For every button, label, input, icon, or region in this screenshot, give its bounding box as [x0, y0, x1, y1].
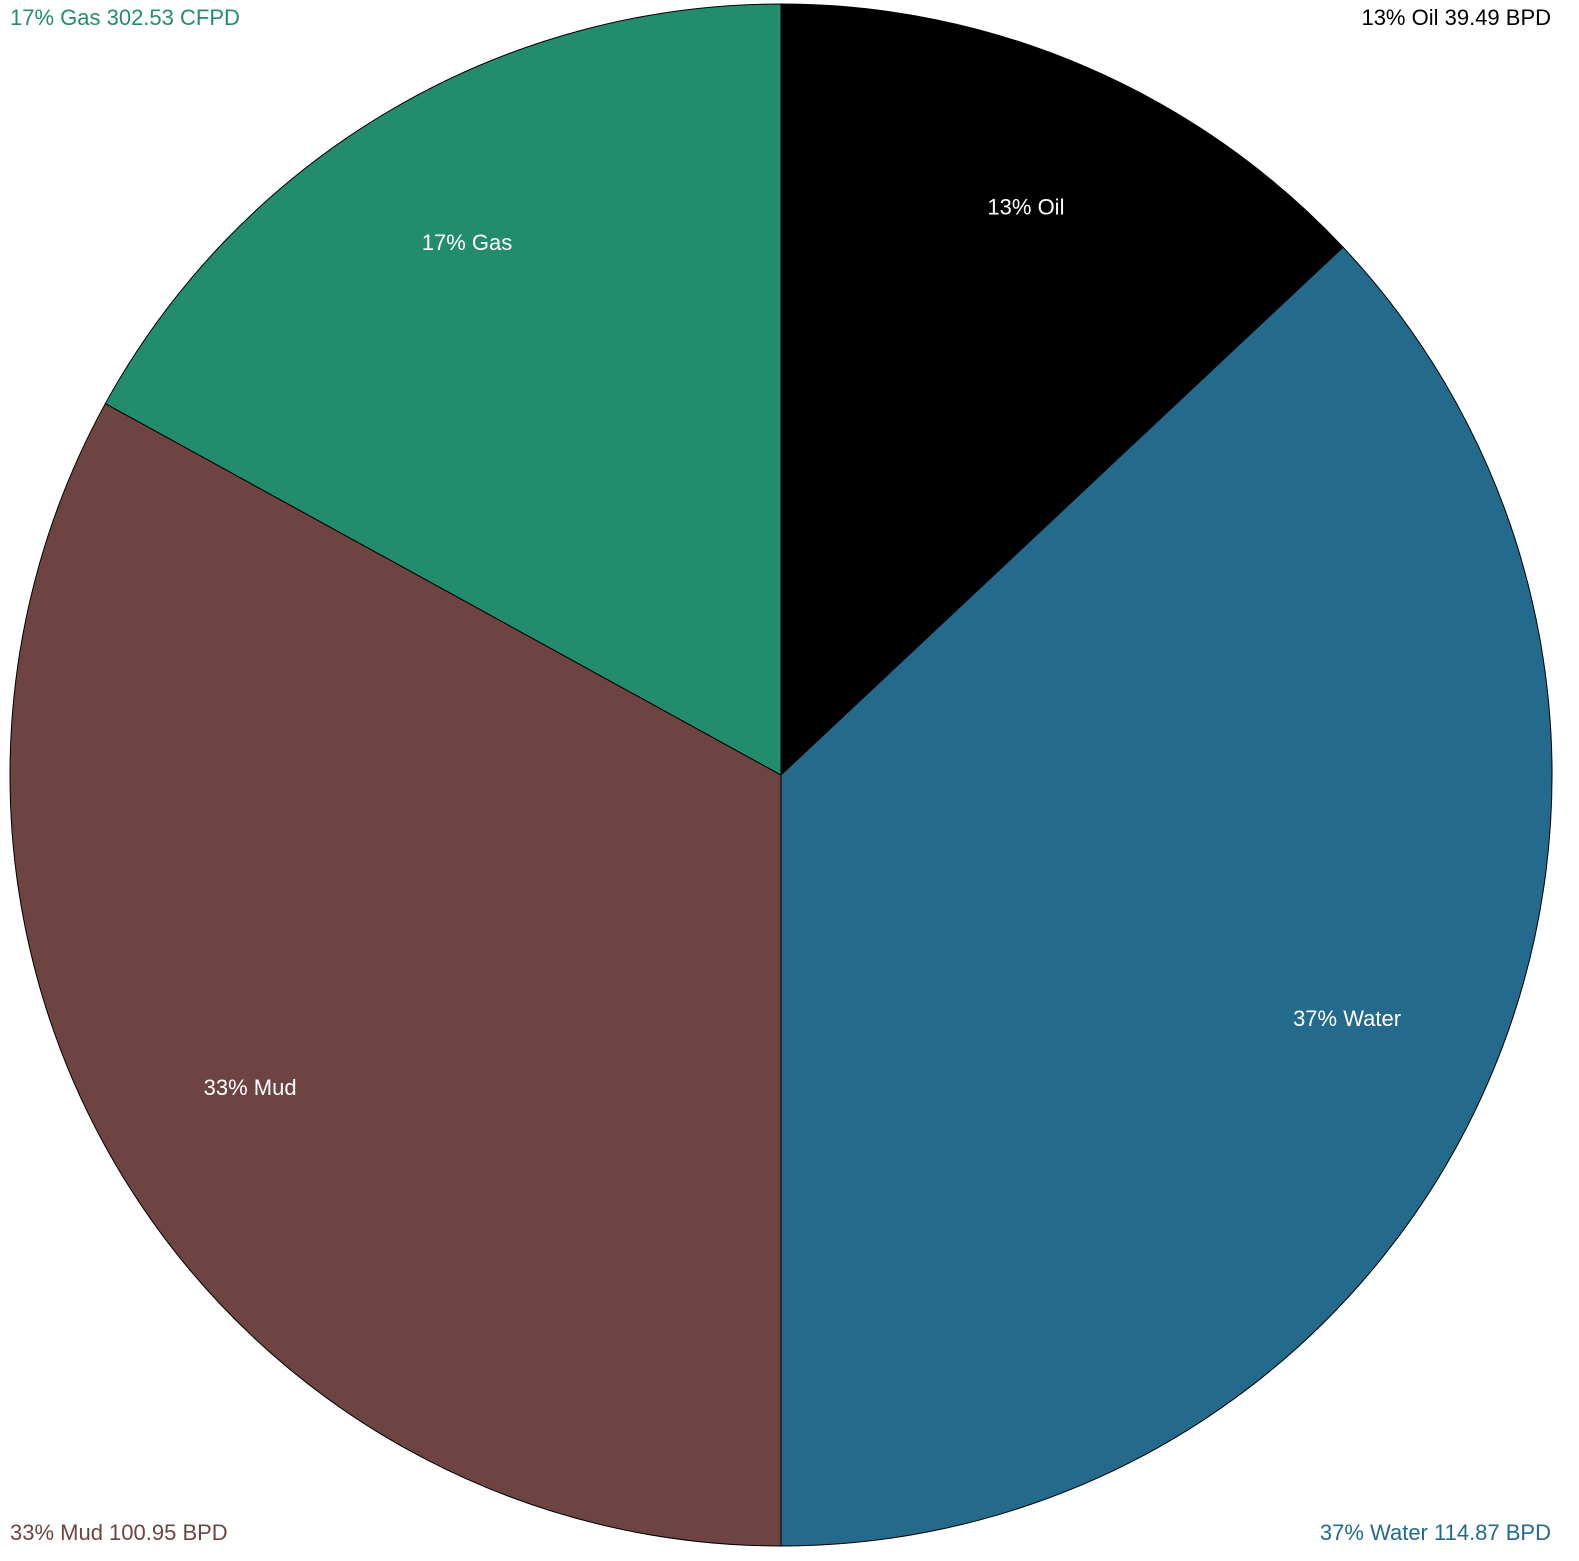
slice-label: 37% Water	[1293, 1006, 1401, 1031]
pie-slice	[9, 402, 782, 1547]
pie-slice	[780, 246, 1553, 1547]
pie-slice	[780, 3, 1344, 777]
slice-label: 13% Oil	[987, 195, 1064, 220]
corner-label: 33% Mud 100.95 BPD	[10, 1520, 228, 1545]
slice-label: 17% Gas	[422, 230, 513, 255]
corner-label: 13% Oil 39.49 BPD	[1361, 5, 1551, 30]
pie-slice	[104, 3, 782, 776]
slice-label: 33% Mud	[204, 1075, 297, 1100]
corner-label: 37% Water 114.87 BPD	[1320, 1520, 1551, 1545]
corner-label: 17% Gas 302.53 CFPD	[10, 5, 240, 30]
